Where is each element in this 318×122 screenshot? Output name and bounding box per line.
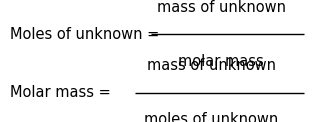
Text: Molar mass =: Molar mass = [10,85,115,100]
Text: moles of unknown: moles of unknown [144,112,279,122]
Text: molar mass: molar mass [178,54,264,69]
Text: mass of unknown: mass of unknown [147,58,276,73]
Text: mass of unknown: mass of unknown [156,0,286,15]
Text: Moles of unknown =: Moles of unknown = [10,27,163,42]
